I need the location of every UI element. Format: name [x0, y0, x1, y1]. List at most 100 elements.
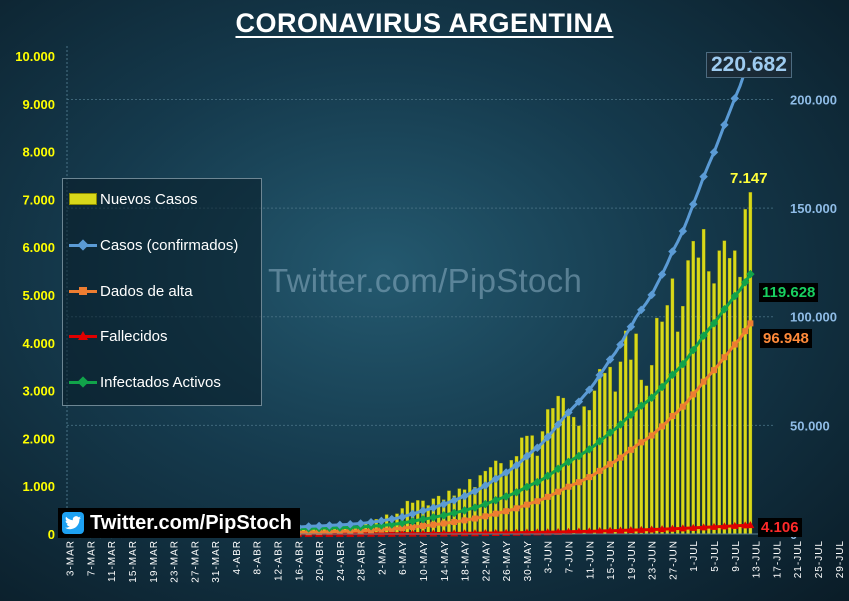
bar-new-cases: [623, 330, 628, 535]
x-tick-label: 25-JUL: [814, 540, 825, 578]
confirmed-point: [335, 520, 345, 530]
x-tick-label: 31-MAR: [211, 540, 222, 583]
y-left-tick-label: 4.000: [22, 336, 55, 351]
x-tick-label: 10-MAY: [419, 540, 430, 581]
twitter-bird-icon: [62, 512, 84, 534]
y-left-tick-label: 8.000: [22, 145, 55, 160]
bar-new-cases: [540, 431, 545, 535]
y-left-tick-label: 3.000: [22, 384, 55, 399]
confirmed-point: [605, 355, 615, 364]
recovered-point: [492, 510, 499, 517]
recovered-point: [513, 505, 520, 512]
x-tick-label: 13-JUL: [752, 540, 763, 578]
deaths-point: [408, 529, 417, 537]
bar-new-cases: [592, 390, 597, 535]
deaths-point: [647, 525, 656, 533]
active-point: [491, 495, 500, 505]
confirmed-point: [647, 290, 656, 300]
y-right-tick-label: 150.000: [790, 201, 837, 216]
active-point: [720, 305, 729, 314]
bar-new-cases: [566, 415, 571, 535]
twitter-badge-text: Twitter.com/PipStoch: [90, 511, 292, 534]
confirmed-point: [470, 487, 480, 496]
active-point: [626, 410, 636, 419]
active-point: [512, 488, 521, 497]
x-tick-label: 17-JUL: [772, 540, 783, 578]
deaths-point: [574, 527, 583, 535]
active-point: [429, 513, 438, 522]
x-tick-label: 18-MAY: [461, 540, 472, 581]
confirmed-point: [595, 370, 604, 380]
confirmed-point: [501, 468, 511, 477]
active-point: [470, 503, 480, 512]
bar-new-cases: [644, 385, 649, 535]
confirmed-point: [626, 322, 636, 331]
recovered-point: [503, 508, 510, 515]
bar-new-cases: [748, 192, 753, 535]
bar-new-cases: [618, 361, 623, 535]
deaths-point: [689, 523, 698, 531]
active-point: [397, 518, 407, 528]
y-left-tick-label: 7.000: [22, 192, 55, 207]
recovered-point: [721, 354, 728, 361]
confirmed-point: [429, 503, 438, 512]
x-tick-label: 23-MAR: [170, 540, 181, 583]
recovered-point: [617, 454, 624, 461]
recovered-point: [711, 367, 718, 374]
legend-item-deaths: Fallecidos: [69, 326, 168, 346]
bar-new-cases: [675, 331, 680, 535]
legend-label: Fallecidos: [100, 327, 168, 345]
x-tick-label: 3-MAR: [66, 540, 77, 576]
active-point: [501, 492, 511, 501]
bar-new-cases: [608, 366, 612, 535]
recovered-point: [731, 341, 738, 348]
recovered-point: [638, 439, 645, 446]
recovered-point: [607, 461, 614, 468]
active-point: [460, 506, 469, 515]
confirmed-point: [304, 522, 313, 531]
legend-swatch-bar: [69, 192, 97, 206]
chart-title: CORONAVIRUS ARGENTINA: [235, 8, 614, 38]
recovered-point: [690, 391, 697, 398]
recovered-point: [586, 474, 593, 481]
deaths-point: [668, 524, 677, 532]
active-point: [553, 464, 563, 473]
active-point: [481, 499, 490, 509]
bar-new-cases: [717, 250, 721, 535]
deaths-point: [710, 522, 719, 530]
x-tick-label: 8-ABR: [253, 540, 264, 574]
confirmed-point: [325, 521, 334, 530]
confirmed-point: [564, 408, 573, 417]
y-left-tick-label: 6.000: [22, 240, 55, 255]
recovered-point: [555, 488, 562, 495]
x-tick-label: 26-MAY: [502, 540, 513, 581]
active-point: [449, 508, 459, 518]
confirmed-point: [553, 420, 563, 429]
bar-new-cases: [681, 305, 685, 535]
bar-new-cases: [655, 317, 659, 535]
legend-label: Dados de alta: [100, 282, 193, 300]
x-tick-label: 12-ABR: [273, 540, 284, 581]
active-point: [605, 428, 615, 437]
confirmed-point: [533, 443, 542, 452]
legend-item-recovered: Dados de alta: [69, 281, 193, 301]
y-left-tick-label: 10.000: [15, 49, 55, 64]
x-tick-label: 23-JUN: [648, 540, 659, 580]
recovered-point: [659, 423, 666, 430]
active-point: [699, 331, 708, 340]
deaths-point: [398, 529, 407, 537]
deaths-point: [543, 528, 552, 536]
x-tick-label: 28-ABR: [357, 540, 368, 581]
deaths-point: [678, 524, 687, 532]
callout-deaths: 4.106: [758, 518, 802, 537]
bar-new-cases: [743, 209, 747, 535]
confirmed-point: [616, 340, 625, 349]
confirmed-point: [637, 305, 646, 315]
active-point: [740, 277, 750, 287]
recovered-point: [388, 525, 395, 532]
bar-new-cases: [603, 372, 607, 535]
twitter-badge[interactable]: Twitter.com/PipStoch: [58, 508, 300, 538]
confirmed-point: [387, 514, 397, 524]
legend-swatch-line: [69, 375, 97, 389]
recovered-point: [523, 501, 530, 508]
